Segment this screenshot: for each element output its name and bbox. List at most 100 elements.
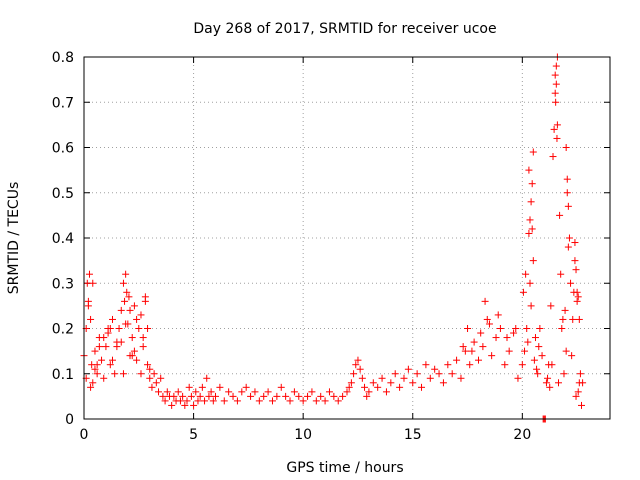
data-point xyxy=(98,356,106,364)
data-point xyxy=(548,361,556,369)
data-point xyxy=(146,365,154,373)
data-point xyxy=(121,297,129,305)
data-point xyxy=(185,383,193,391)
data-point xyxy=(148,383,156,391)
data-point xyxy=(396,383,404,391)
data-point xyxy=(117,338,125,346)
data-point xyxy=(531,334,539,342)
data-point xyxy=(115,325,123,332)
data-point xyxy=(479,343,487,351)
data-point xyxy=(354,356,362,364)
data-point xyxy=(93,361,101,369)
y-tick-label: 0.1 xyxy=(52,367,74,383)
data-point xyxy=(209,397,217,405)
data-point xyxy=(574,388,582,396)
data-point xyxy=(157,374,165,382)
data-point xyxy=(187,392,195,400)
data-point xyxy=(561,306,569,314)
data-point xyxy=(444,361,452,369)
data-point xyxy=(453,356,461,364)
x-tick-label: 5 xyxy=(189,427,198,443)
data-point xyxy=(448,370,456,378)
data-point xyxy=(95,343,103,351)
data-point xyxy=(198,383,206,391)
data-point xyxy=(570,288,578,296)
data-point xyxy=(212,392,219,400)
plot-frame xyxy=(83,56,611,420)
data-point xyxy=(579,379,587,387)
data-point xyxy=(557,270,565,278)
data-point xyxy=(286,397,294,405)
data-point xyxy=(512,325,520,332)
data-point xyxy=(290,388,298,396)
data-point xyxy=(485,320,493,328)
data-point xyxy=(459,343,467,351)
data-point xyxy=(571,239,579,247)
data-point xyxy=(181,401,189,409)
data-point xyxy=(126,306,134,314)
data-point xyxy=(108,356,116,364)
data-point xyxy=(488,352,496,360)
data-point xyxy=(119,370,127,378)
data-point xyxy=(150,370,158,378)
data-point xyxy=(130,302,138,310)
data-point xyxy=(122,320,130,328)
data-point xyxy=(558,325,566,332)
data-point xyxy=(468,347,476,355)
data-point xyxy=(196,392,204,400)
data-point xyxy=(277,383,285,391)
grid-layer xyxy=(84,57,610,419)
data-point xyxy=(183,397,191,405)
data-point xyxy=(527,198,535,206)
data-point xyxy=(111,370,119,378)
data-point xyxy=(559,315,567,323)
data-point xyxy=(133,356,141,364)
data-point xyxy=(569,315,577,323)
data-point xyxy=(325,388,333,396)
data-point xyxy=(556,211,564,219)
data-point xyxy=(205,392,213,400)
data-point xyxy=(481,297,489,305)
data-point xyxy=(525,166,533,174)
data-point xyxy=(299,397,307,405)
data-points xyxy=(80,53,587,423)
data-point xyxy=(365,388,373,396)
data-point xyxy=(553,134,561,142)
data-point xyxy=(530,356,538,364)
data-point xyxy=(551,71,559,79)
y-tick-label: 0.2 xyxy=(52,322,74,338)
data-point xyxy=(510,329,518,337)
data-point xyxy=(552,98,560,106)
data-point xyxy=(87,315,95,323)
data-point xyxy=(542,379,550,387)
data-point xyxy=(128,352,136,360)
data-point xyxy=(268,397,276,405)
data-point xyxy=(352,361,360,369)
data-point xyxy=(201,397,209,405)
data-point xyxy=(174,388,182,396)
data-point xyxy=(102,343,110,351)
y-tick-label: 0.8 xyxy=(52,50,74,66)
data-point xyxy=(529,148,537,156)
data-point xyxy=(422,361,430,369)
data-point xyxy=(192,388,200,396)
data-point xyxy=(409,379,417,387)
data-point xyxy=(526,216,534,224)
data-point xyxy=(560,370,568,378)
data-point xyxy=(418,383,426,391)
data-point xyxy=(137,311,145,319)
data-point xyxy=(549,153,557,161)
data-point xyxy=(439,379,447,387)
data-point xyxy=(391,370,399,378)
data-point xyxy=(518,361,526,369)
data-point xyxy=(492,334,500,342)
data-point xyxy=(528,180,536,188)
data-point xyxy=(363,392,371,400)
data-point xyxy=(139,334,147,342)
data-point xyxy=(225,388,233,396)
data-point xyxy=(575,315,583,323)
data-point xyxy=(501,361,509,369)
data-point xyxy=(572,266,580,274)
